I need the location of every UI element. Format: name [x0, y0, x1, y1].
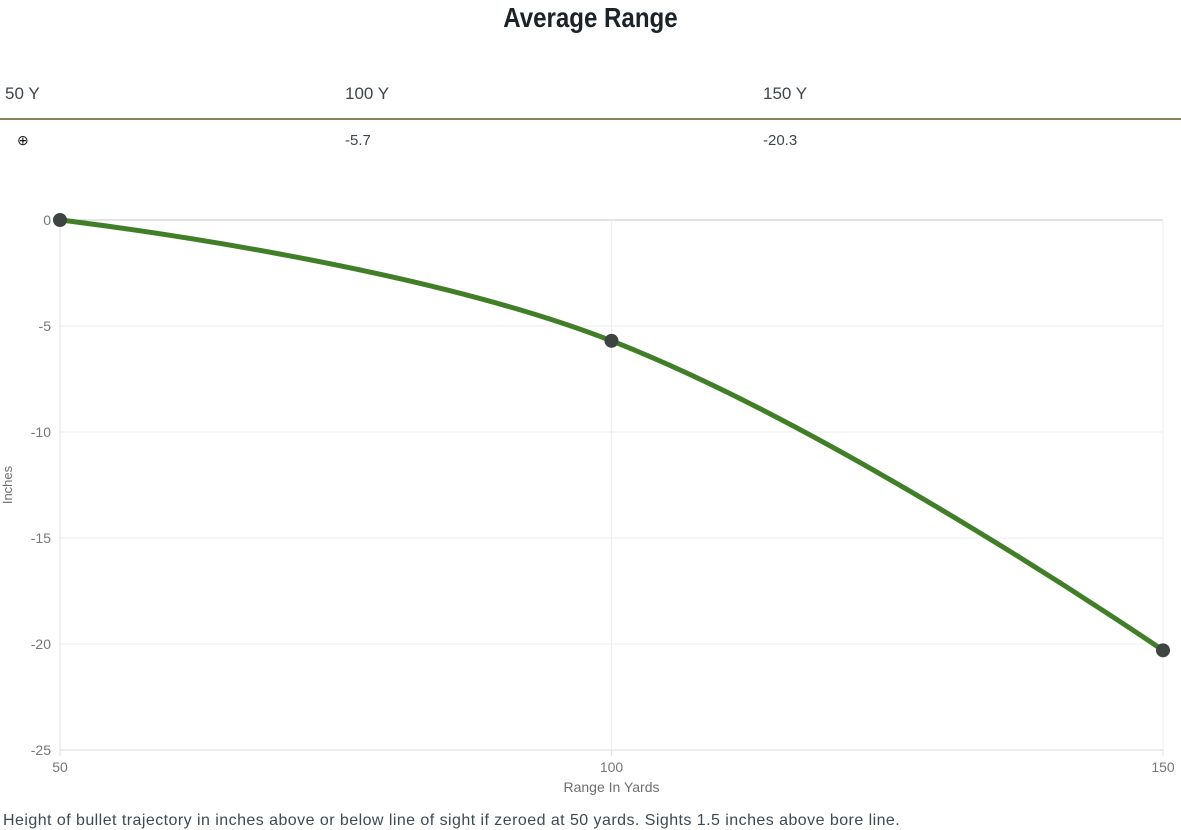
y-tick-label: -20 — [31, 636, 51, 652]
drop-value-150y: -20.3 — [763, 132, 798, 149]
x-tick-label: 50 — [52, 759, 68, 775]
table-divider — [0, 118, 1181, 120]
y-tick-label: -5 — [39, 318, 52, 334]
data-point[interactable] — [1156, 643, 1170, 658]
y-tick-label: -25 — [31, 742, 51, 758]
range-header-150y: 150 Y — [763, 84, 808, 103]
page-title-text: Average Range — [503, 2, 678, 33]
range-table: 50 Y 100 Y 150 Y ⊕ -5.7 -20.3 — [0, 84, 1181, 152]
y-axis-label: Inches — [0, 465, 15, 504]
x-axis-label: Range In Yards — [564, 779, 660, 795]
drop-value-100y: -5.7 — [345, 132, 371, 149]
y-tick-label: -10 — [31, 424, 51, 440]
range-header-100y: 100 Y — [345, 84, 390, 103]
range-values-row: ⊕ -5.7 -20.3 — [0, 120, 1181, 152]
x-tick-label: 150 — [1151, 759, 1175, 775]
range-header-row: 50 Y 100 Y 150 Y — [0, 84, 1181, 118]
page-title: Average Range — [0, 0, 1181, 34]
data-point[interactable] — [53, 213, 67, 227]
range-header-50y: 50 Y — [5, 84, 40, 103]
y-tick-label: -15 — [31, 530, 51, 546]
zero-icon: ⊕ — [17, 132, 29, 148]
chart-container: 0 -5 -10 -15 -20 -25 50 100 150 Range In Yards Inc… — [0, 200, 1181, 800]
y-tick-label: 0 — [43, 212, 51, 228]
data-point[interactable] — [604, 333, 619, 348]
x-tick-label: 100 — [600, 759, 624, 775]
footnote: Height of bullet trajectory in inches ab… — [3, 812, 901, 829]
